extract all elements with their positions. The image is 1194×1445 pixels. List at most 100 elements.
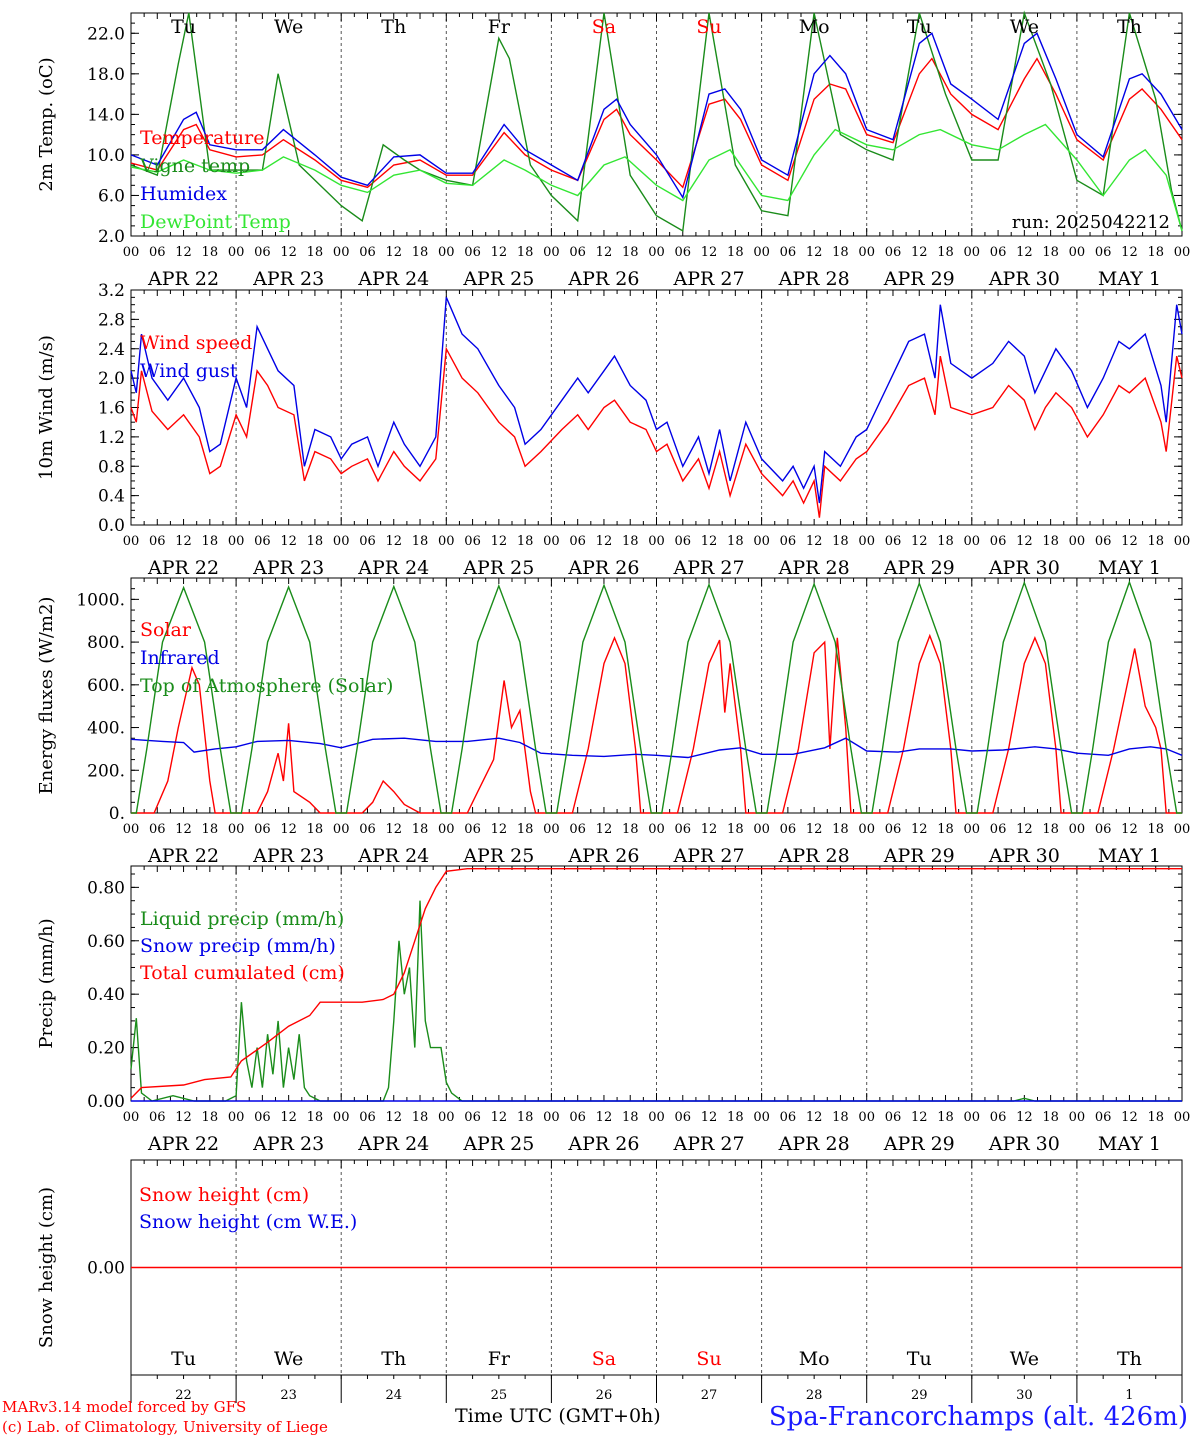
hour-tick-label: 12 xyxy=(1121,1110,1138,1125)
day-number-label: 22 xyxy=(175,1388,192,1403)
hour-tick-label: 00 xyxy=(333,1110,350,1125)
hour-tick-label: 06 xyxy=(675,1110,692,1125)
hour-tick-label: 00 xyxy=(333,534,350,549)
weekday-label-top: We xyxy=(1010,16,1039,38)
hour-tick-label: 18 xyxy=(622,245,639,260)
date-label: APR 27 xyxy=(673,1133,745,1155)
hour-tick-label: 06 xyxy=(149,1110,166,1125)
hour-tick-label: 18 xyxy=(1147,822,1164,837)
weekday-label-bottom: Th xyxy=(381,1348,406,1370)
hour-tick-label: 06 xyxy=(254,822,271,837)
date-label: APR 30 xyxy=(988,1133,1060,1155)
hour-tick-label: 18 xyxy=(517,1110,534,1125)
hour-tick-label: 00 xyxy=(1069,245,1086,260)
weekday-label-top: We xyxy=(274,16,303,38)
y-axis-label: 2m Temp. (oC) xyxy=(36,57,57,191)
date-label: APR 25 xyxy=(462,845,534,867)
hour-tick-label: 18 xyxy=(412,534,429,549)
weekday-label-bottom: Tu xyxy=(171,1348,196,1370)
date-label: APR 25 xyxy=(462,268,534,290)
hour-tick-label: 06 xyxy=(780,1110,797,1125)
hour-tick-label: 12 xyxy=(911,822,928,837)
hour-tick-label: 12 xyxy=(701,822,718,837)
series-line-humidex xyxy=(130,32,1183,200)
hour-tick-label: 18 xyxy=(412,245,429,260)
hour-tick-label: 18 xyxy=(727,1110,744,1125)
hour-tick-label: 18 xyxy=(517,245,534,260)
hour-tick-label: 12 xyxy=(385,1110,402,1125)
weekday-label-bottom: Su xyxy=(696,1348,721,1370)
series-line-wind-speed xyxy=(130,346,1183,518)
hour-tick-label: 00 xyxy=(1174,822,1191,837)
y-axis-label: Snow height (cm) xyxy=(36,1187,57,1348)
hour-tick-label: 06 xyxy=(149,534,166,549)
hour-tick-label: 18 xyxy=(307,822,324,837)
weekday-label-bottom: Tu xyxy=(907,1348,932,1370)
hour-tick-label: 00 xyxy=(648,534,665,549)
series-line-total-cumulated-cm- xyxy=(130,868,1182,1099)
y-tick-label: 2.8 xyxy=(98,310,125,330)
date-label: APR 30 xyxy=(988,845,1060,867)
weekday-label-top: Su xyxy=(696,16,721,38)
hour-tick-label: 00 xyxy=(228,245,245,260)
hour-tick-label: 06 xyxy=(990,822,1007,837)
hour-tick-label: 00 xyxy=(438,1110,455,1125)
hour-tick-label: 06 xyxy=(1095,1110,1112,1125)
date-label: APR 26 xyxy=(567,268,639,290)
date-label: APR 29 xyxy=(883,557,955,579)
weekday-label-top: Sa xyxy=(592,16,616,38)
hour-tick-label: 06 xyxy=(569,1110,586,1125)
hour-tick-label: 00 xyxy=(543,245,560,260)
hour-tick-label: 06 xyxy=(464,245,481,260)
hour-tick-label: 18 xyxy=(202,534,219,549)
series-line-liquid-precip-mm-h- xyxy=(130,900,1182,1102)
weekday-label-bottom: Th xyxy=(1117,1348,1142,1370)
series-line-wind-gust xyxy=(130,297,1183,504)
date-label: APR 24 xyxy=(357,557,429,579)
hour-tick-label: 18 xyxy=(832,534,849,549)
panel-4: 0.00 0.20 0.40 0.60 0.80 Precip (mm/h) Liquid … xyxy=(36,865,1190,1155)
y-tick-label: 0.8 xyxy=(98,457,125,477)
hour-tick-label: 00 xyxy=(333,245,350,260)
hour-tick-label: 06 xyxy=(359,822,376,837)
hour-tick-label: 00 xyxy=(648,245,665,260)
y-axis-label: Precip (mm/h) xyxy=(36,918,57,1048)
hour-tick-label: 00 xyxy=(438,822,455,837)
day-number-label: 29 xyxy=(911,1388,928,1403)
hour-tick-label: 12 xyxy=(806,534,823,549)
y-tick-label: 0.40 xyxy=(87,985,125,1005)
hour-tick-label: 18 xyxy=(1042,1110,1059,1125)
hour-tick-label: 12 xyxy=(596,822,613,837)
hour-tick-label: 00 xyxy=(543,822,560,837)
hour-tick-label: 06 xyxy=(359,534,376,549)
hour-tick-label: 18 xyxy=(832,245,849,260)
hour-tick-label: 18 xyxy=(307,534,324,549)
legend-entry: Infrared xyxy=(140,647,220,669)
y-tick-label: 2.0 xyxy=(98,227,125,247)
hour-tick-label: 12 xyxy=(385,245,402,260)
hour-tick-label: 06 xyxy=(1095,534,1112,549)
hour-tick-label: 00 xyxy=(123,822,140,837)
day-number-label: 1 xyxy=(1125,1388,1133,1403)
date-label: APR 22 xyxy=(147,845,219,867)
date-label: APR 23 xyxy=(252,1133,324,1155)
hour-tick-label: 00 xyxy=(333,822,350,837)
date-label: MAY 1 xyxy=(1098,1133,1161,1155)
hour-tick-label: 18 xyxy=(727,822,744,837)
y-tick-label: 0.0 xyxy=(98,516,125,536)
y-tick-label: 1.6 xyxy=(98,399,125,419)
weekday-label-top: Fr xyxy=(488,16,511,38)
hour-tick-label: 12 xyxy=(596,1110,613,1125)
legend-entry: Vigne temp xyxy=(139,155,250,177)
y-tick-label: 0.60 xyxy=(87,932,125,952)
date-label: MAY 1 xyxy=(1098,268,1161,290)
day-number-label: 28 xyxy=(806,1388,823,1403)
hour-tick-label: 18 xyxy=(517,822,534,837)
hour-tick-label: 12 xyxy=(806,245,823,260)
date-label: MAY 1 xyxy=(1098,845,1161,867)
hour-tick-label: 12 xyxy=(1016,1110,1033,1125)
hour-tick-label: 06 xyxy=(885,822,902,837)
hour-tick-label: 06 xyxy=(885,1110,902,1125)
hour-tick-label: 06 xyxy=(464,822,481,837)
